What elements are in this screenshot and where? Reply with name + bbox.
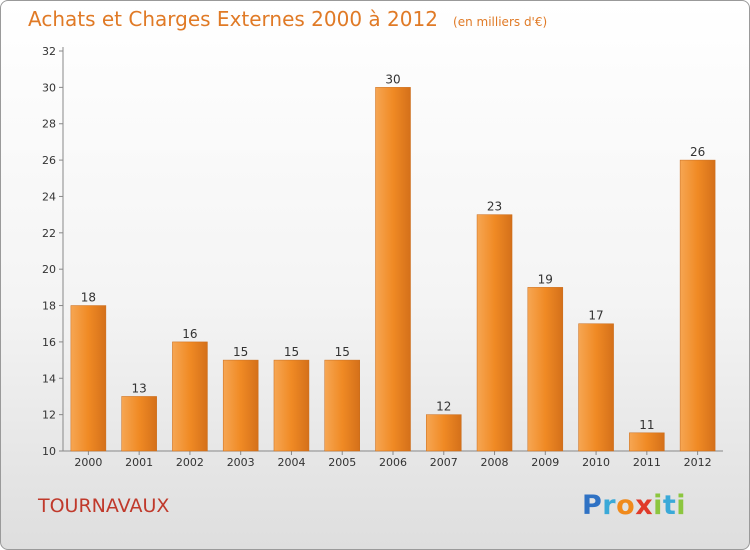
- bar: [578, 323, 614, 452]
- y-tick-label: 22: [42, 227, 56, 240]
- data-label: 11: [639, 418, 654, 432]
- bar: [121, 396, 157, 452]
- y-tick-label: 24: [42, 190, 56, 203]
- bar: [629, 432, 665, 452]
- data-label: 15: [335, 345, 350, 359]
- bar: [70, 305, 107, 452]
- x-tick-label: 2001: [125, 456, 153, 469]
- x-tick-label: 2009: [531, 456, 559, 469]
- y-tick-label: 32: [42, 45, 56, 58]
- x-tick-label: 2007: [430, 456, 458, 469]
- x-tick-label: 2003: [227, 456, 255, 469]
- x-tick-label: 2006: [379, 456, 407, 469]
- bar: [476, 214, 513, 452]
- data-label: 23: [487, 200, 502, 214]
- bar: [172, 341, 208, 452]
- axes: 10 12 14 16 18 20 22 24 26 28 30 32 2000 2001 2002 2003…: [42, 45, 723, 469]
- y-tick-label: 18: [42, 300, 56, 313]
- y-tick-label: 20: [42, 263, 56, 276]
- bar: [273, 359, 310, 452]
- logo-letter: P: [582, 490, 603, 521]
- y-tick-label: 10: [42, 445, 56, 458]
- x-tick-label: 2011: [633, 456, 661, 469]
- data-label: 18: [81, 291, 96, 305]
- x-tick-label: 2012: [684, 456, 712, 469]
- data-label: 17: [588, 309, 603, 323]
- bar: [426, 414, 462, 452]
- chart-subtitle: (en milliers d'€): [453, 15, 548, 29]
- data-label: 12: [436, 400, 451, 414]
- bars: [70, 87, 716, 452]
- data-label: 16: [182, 327, 197, 341]
- title-row: Achats et Charges Externes 2000 à 2012 (…: [28, 7, 547, 31]
- y-tick-label: 28: [42, 118, 56, 131]
- y-tick-label: 14: [42, 372, 56, 385]
- logo-letter: x: [635, 490, 654, 521]
- x-tick-label: 2002: [176, 456, 204, 469]
- bar: [222, 359, 259, 452]
- logo-letter: i: [653, 490, 663, 521]
- x-tick-label: 2005: [328, 456, 356, 469]
- chart-title: Achats et Charges Externes 2000 à 2012: [28, 7, 438, 31]
- location-label: TOURNAVAUX: [38, 495, 170, 517]
- data-label: 26: [690, 145, 705, 159]
- bar: [679, 159, 716, 452]
- bar: [324, 359, 360, 452]
- data-labels: 18 13 16 15 15 15 30 12 23 19 17 11 26: [81, 72, 706, 431]
- x-tick-label: 2010: [582, 456, 610, 469]
- data-label: 15: [284, 345, 299, 359]
- y-tick-label: 12: [42, 409, 56, 422]
- bar: [375, 87, 411, 452]
- proxiti-logo: Proxiti: [582, 490, 686, 521]
- logo-letter: t: [662, 490, 677, 521]
- y-tick-label: 30: [42, 81, 56, 94]
- data-label: 13: [132, 381, 147, 395]
- logo-letter: o: [616, 490, 636, 521]
- data-label: 19: [538, 272, 553, 286]
- bar: [527, 287, 564, 452]
- y-tick-label: 26: [42, 154, 56, 167]
- y-tick-label: 16: [42, 336, 56, 349]
- logo-letter: r: [602, 490, 617, 521]
- logo-letter: i: [676, 490, 687, 521]
- data-label: 30: [385, 72, 400, 86]
- x-tick-label: 2004: [277, 456, 305, 469]
- x-tick-label: 2000: [74, 456, 102, 469]
- x-tick-label: 2008: [481, 456, 509, 469]
- data-label: 15: [233, 345, 248, 359]
